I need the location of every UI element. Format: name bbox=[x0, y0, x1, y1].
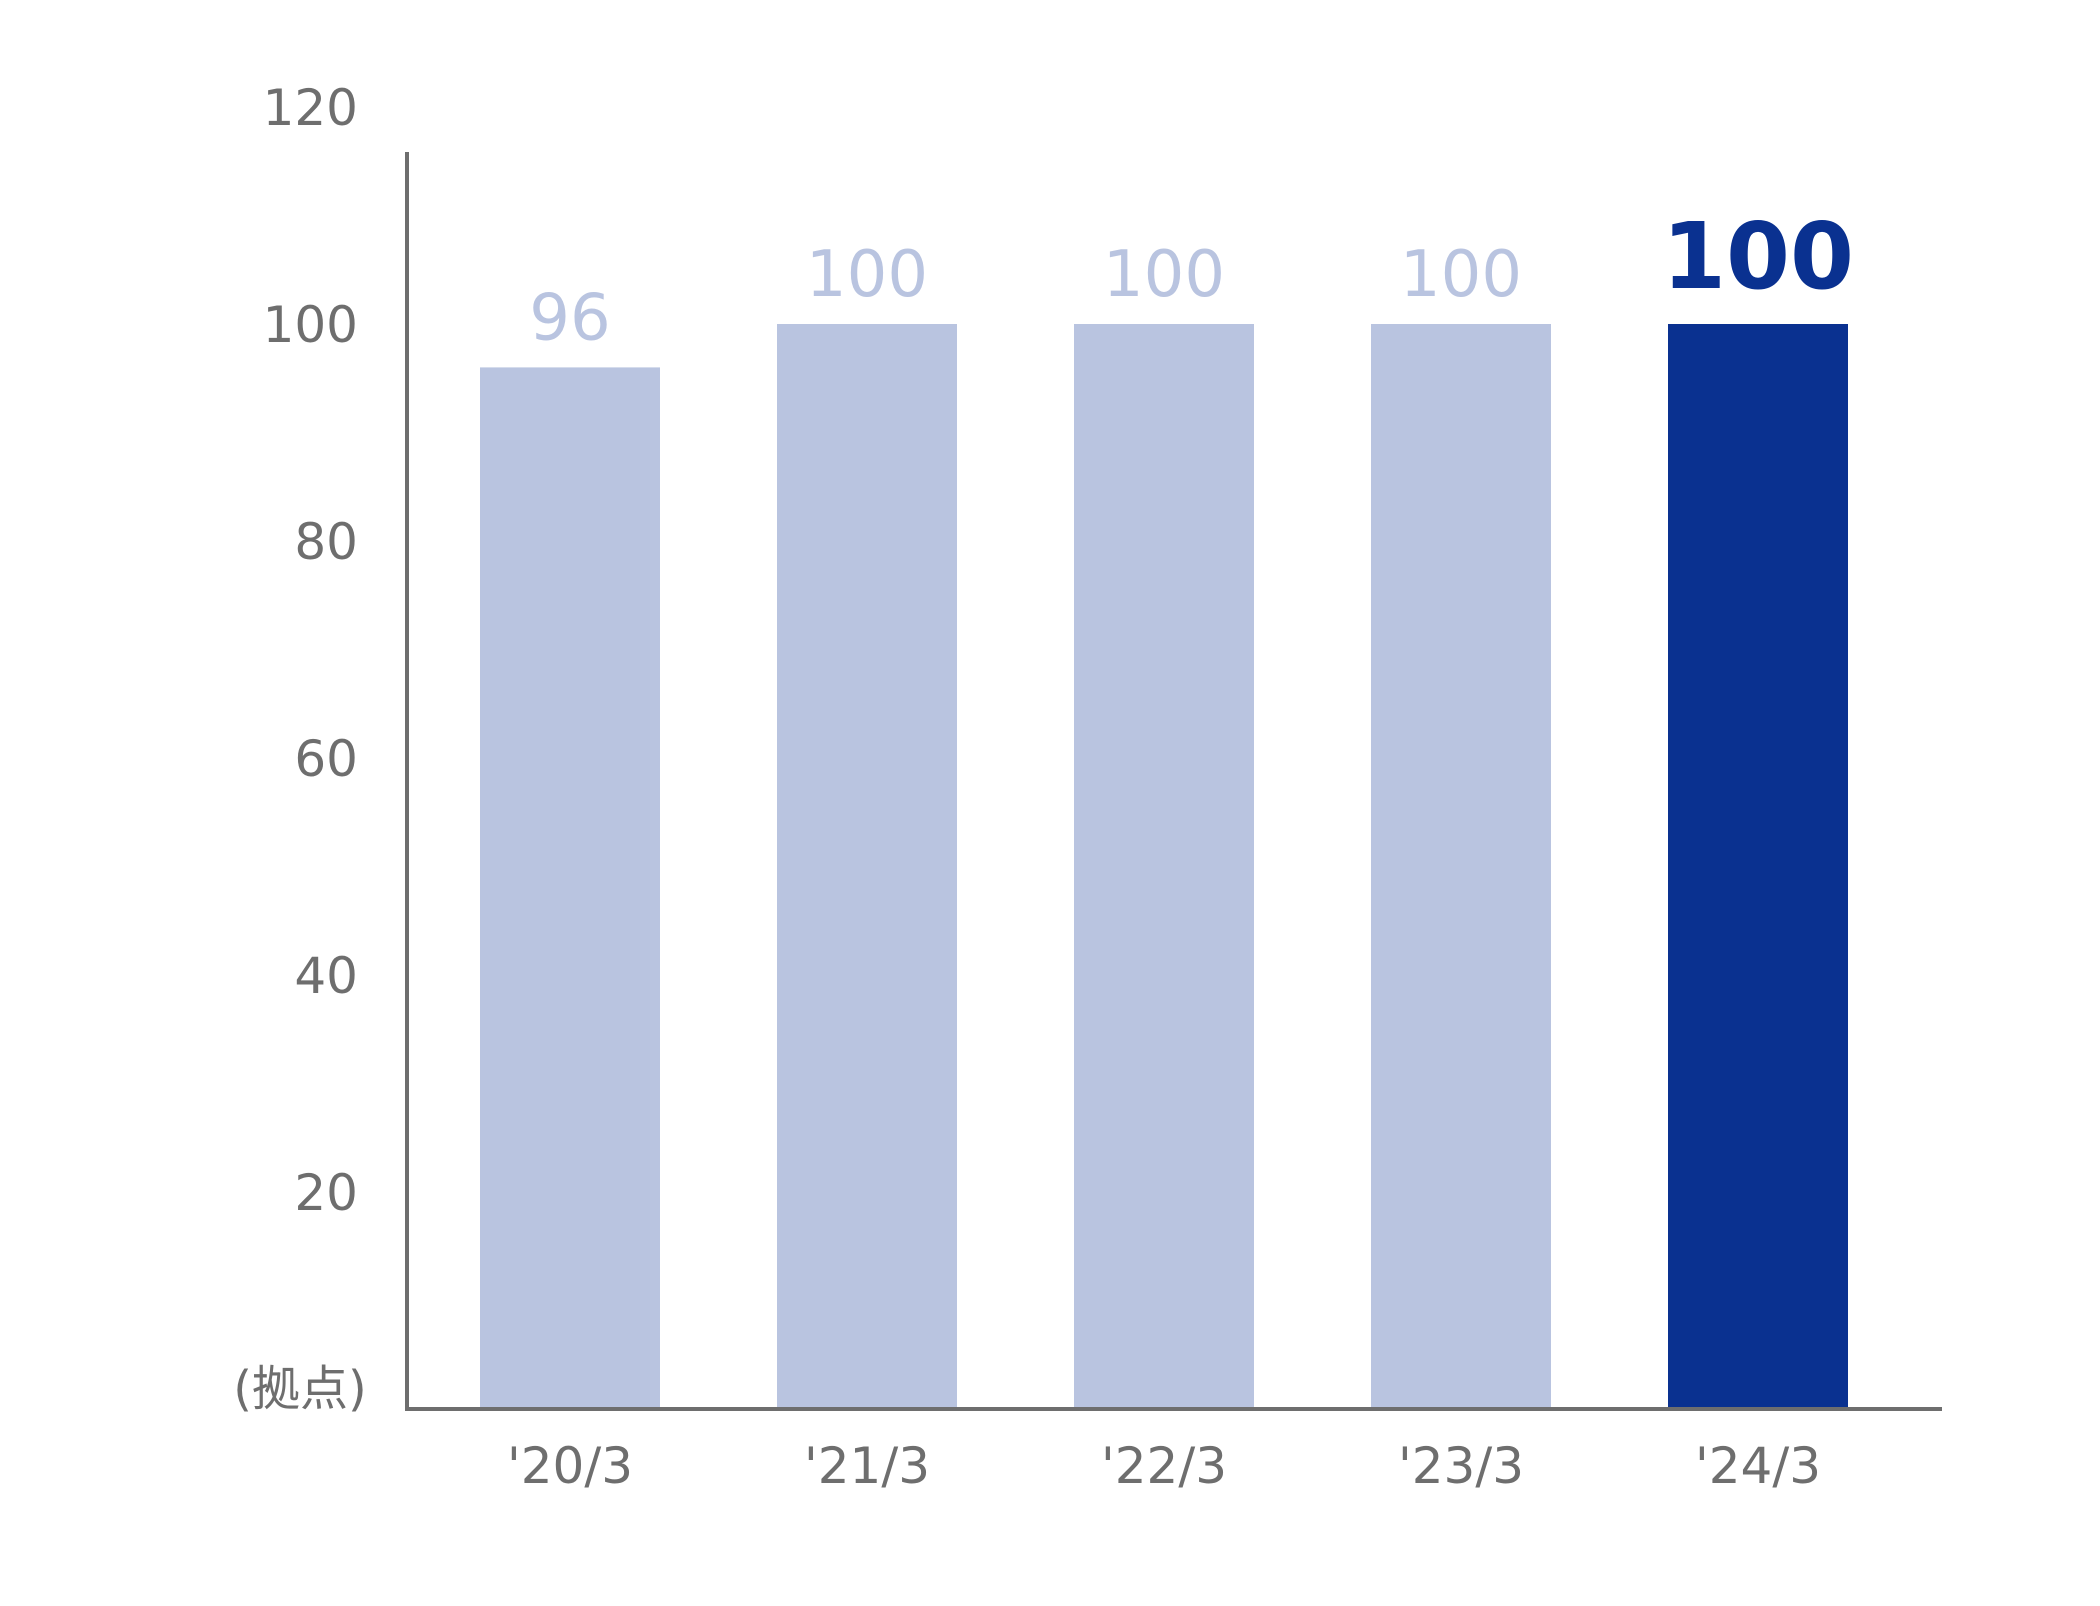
y-axis-ticks: 20 40 60 80 100 120 bbox=[263, 79, 358, 1222]
y-tick-label: 20 bbox=[294, 1164, 358, 1222]
bar-value-label: 96 bbox=[529, 281, 610, 355]
y-tick-label: 80 bbox=[294, 513, 358, 571]
x-tick-label: '21/3 bbox=[804, 1437, 930, 1495]
bar-value-label: 100 bbox=[1662, 203, 1854, 310]
bar bbox=[1668, 324, 1848, 1407]
y-axis-unit-label: (拠点) bbox=[233, 1361, 366, 1417]
bar bbox=[1371, 324, 1551, 1407]
bar-value-label: 100 bbox=[1103, 238, 1225, 312]
bar-value-label: 100 bbox=[806, 238, 928, 312]
y-tick-label: 60 bbox=[294, 730, 358, 788]
bars-group bbox=[480, 324, 1848, 1407]
bar-value-label: 100 bbox=[1400, 238, 1522, 312]
bar bbox=[777, 324, 957, 1407]
data-labels-group: 96 100 100 100 100 bbox=[529, 203, 1854, 355]
bar bbox=[1074, 324, 1254, 1407]
y-tick-label: 120 bbox=[263, 79, 358, 137]
x-tick-label: '20/3 bbox=[507, 1437, 633, 1495]
x-tick-label: '24/3 bbox=[1695, 1437, 1821, 1495]
x-tick-label: '22/3 bbox=[1101, 1437, 1227, 1495]
y-tick-label: 40 bbox=[294, 947, 358, 1005]
bar bbox=[480, 367, 660, 1407]
y-tick-label: 100 bbox=[263, 296, 358, 354]
x-tick-label: '23/3 bbox=[1398, 1437, 1524, 1495]
x-axis-ticks: '20/3 '21/3 '22/3 '23/3 '24/3 bbox=[507, 1437, 1821, 1495]
